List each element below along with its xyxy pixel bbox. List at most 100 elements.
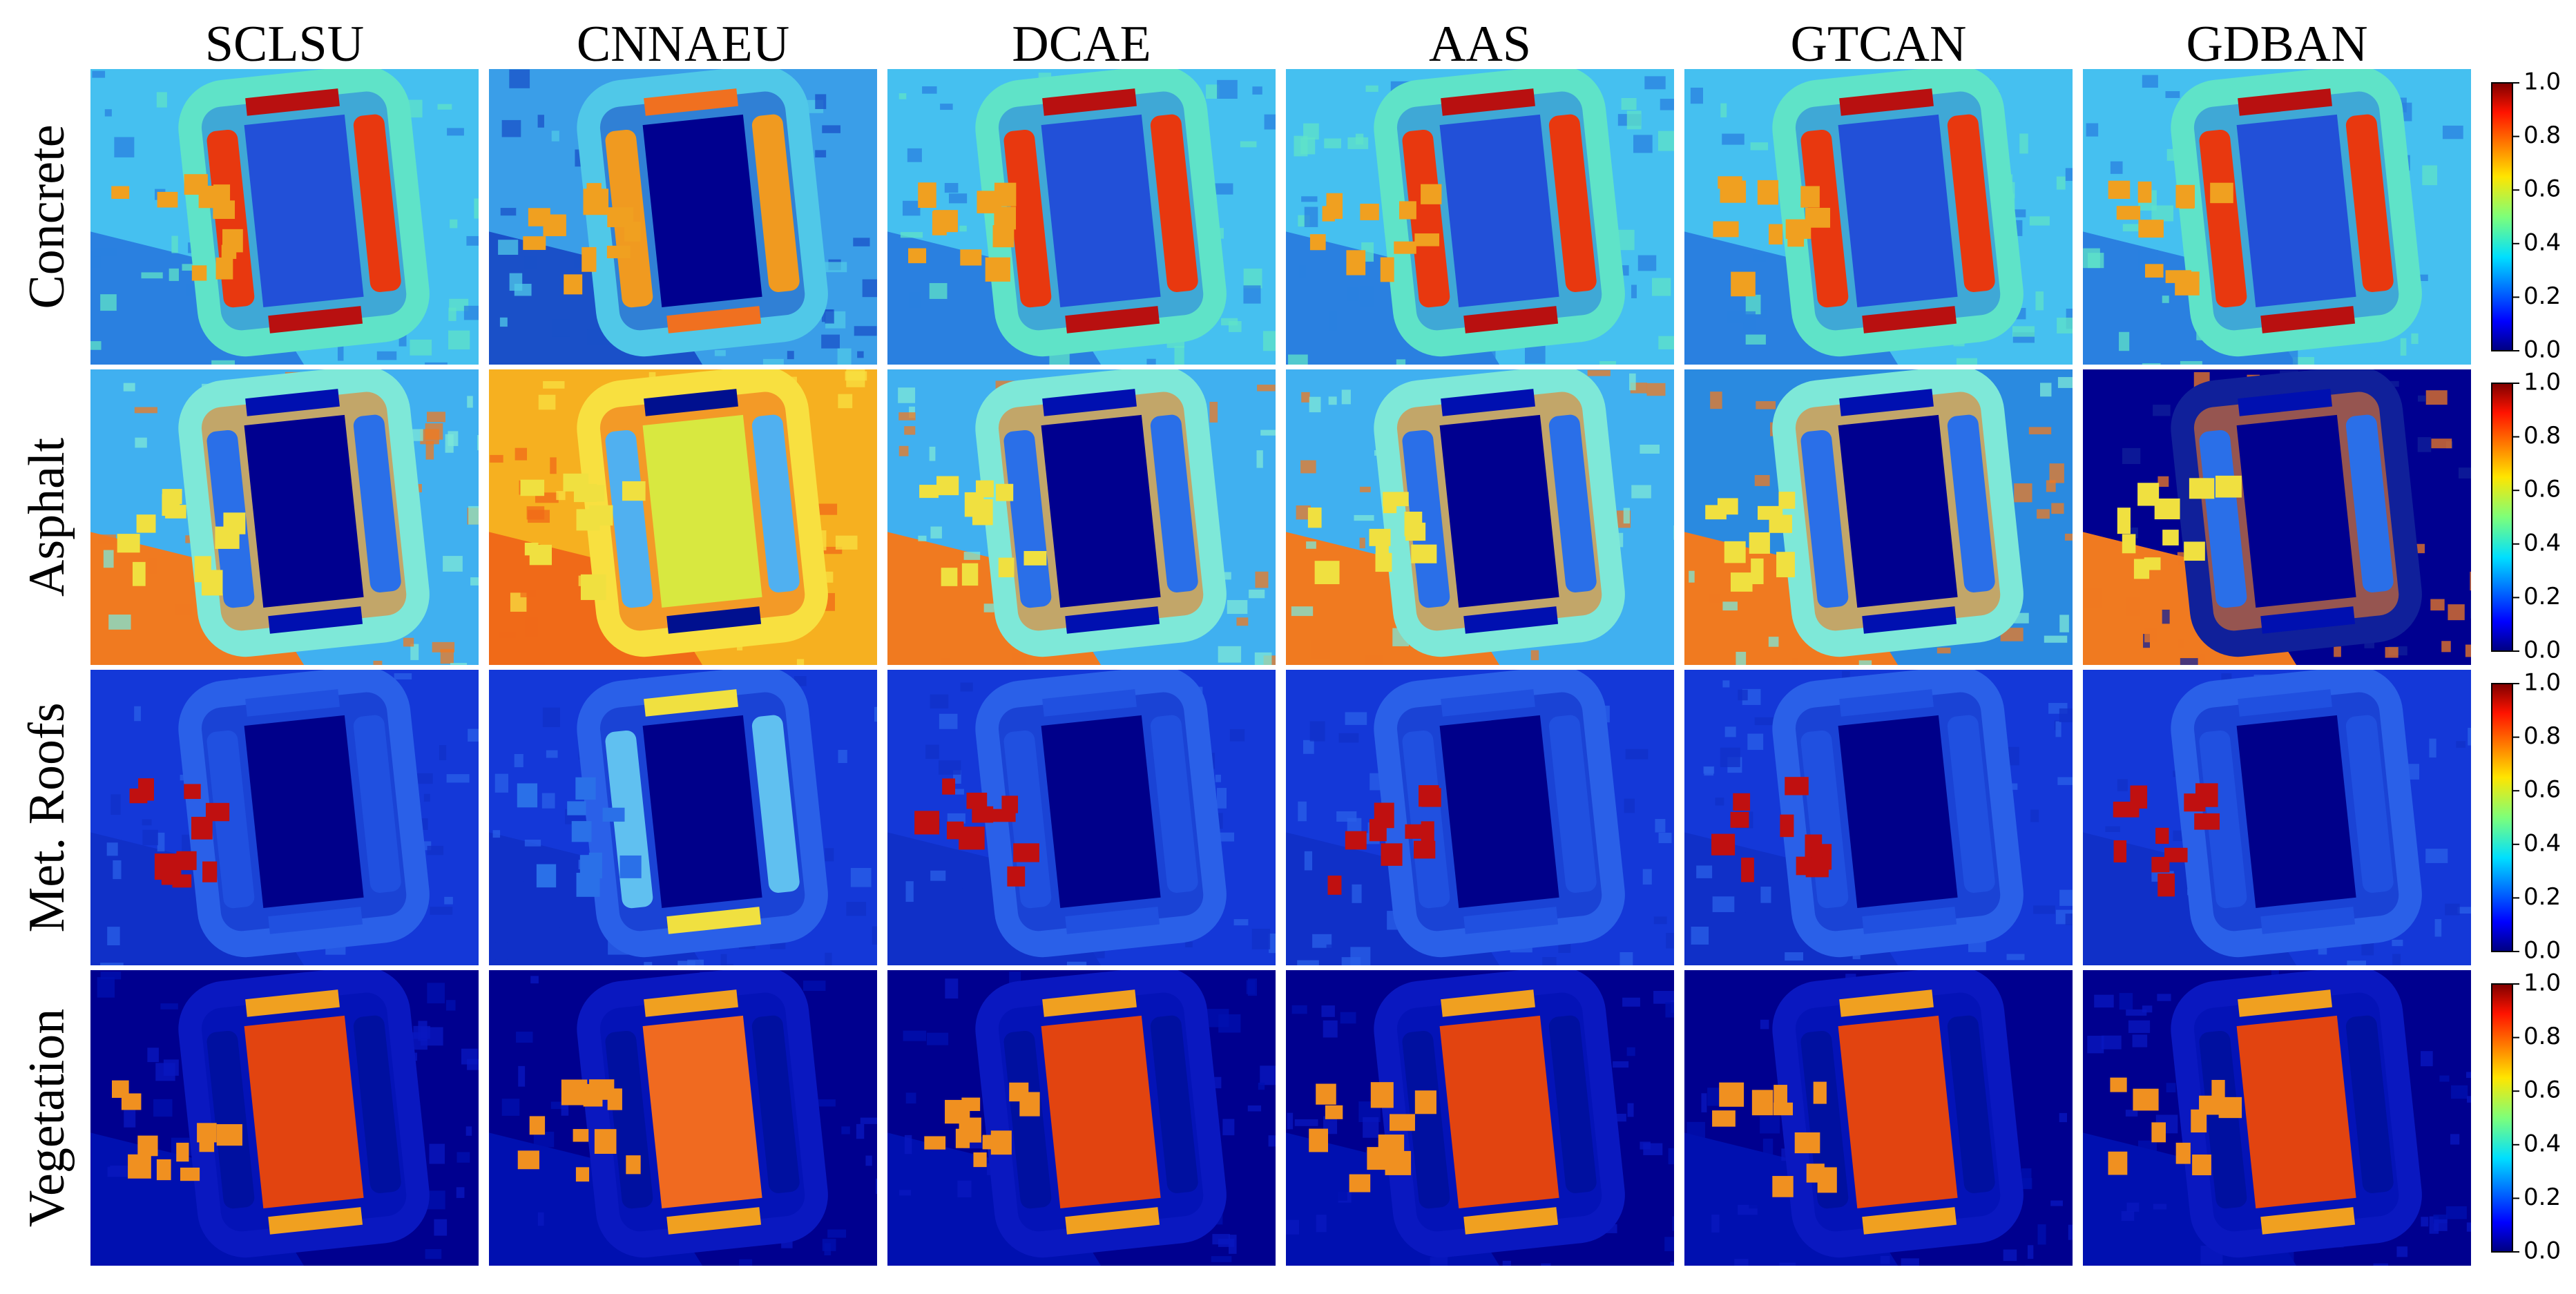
building bbox=[1724, 541, 1746, 563]
map-texture bbox=[2153, 405, 2171, 416]
stand bbox=[268, 606, 363, 634]
abundance-map bbox=[1286, 670, 1674, 965]
colorbar-tick-label: 0.4 bbox=[2524, 529, 2561, 557]
stand bbox=[1150, 414, 1198, 592]
map-texture bbox=[163, 1059, 179, 1076]
map-texture bbox=[1209, 401, 1218, 423]
building bbox=[2165, 270, 2192, 283]
building bbox=[137, 1135, 158, 1157]
building bbox=[1326, 193, 1343, 220]
building bbox=[1007, 866, 1026, 887]
map-texture bbox=[1720, 103, 1727, 117]
map-texture bbox=[1701, 1093, 1707, 1112]
map-texture bbox=[1365, 655, 1383, 665]
colorbar-tick-label: 1.0 bbox=[2524, 369, 2561, 396]
stadium bbox=[1374, 670, 1625, 958]
building bbox=[1730, 572, 1753, 592]
building bbox=[2122, 534, 2136, 554]
building bbox=[1741, 858, 1754, 882]
map-texture bbox=[2347, 960, 2367, 965]
colorbar-tick-label: 1.0 bbox=[2524, 669, 2561, 697]
building bbox=[2145, 264, 2164, 278]
field bbox=[2236, 1015, 2356, 1209]
map-texture bbox=[2090, 1169, 2108, 1176]
map-texture bbox=[2057, 317, 2073, 334]
building bbox=[960, 249, 982, 266]
building bbox=[1813, 1081, 1827, 1104]
map-texture bbox=[2005, 209, 2026, 218]
map-texture bbox=[2421, 1217, 2429, 1227]
map-texture bbox=[959, 225, 967, 232]
map-texture bbox=[2021, 1178, 2032, 1190]
map-texture bbox=[1146, 358, 1156, 365]
building bbox=[942, 778, 956, 795]
map-texture bbox=[1257, 385, 1276, 392]
map-texture bbox=[1212, 1234, 1230, 1245]
map-texture bbox=[939, 760, 961, 775]
map-texture bbox=[1328, 396, 1337, 405]
building bbox=[2108, 180, 2131, 200]
map-texture bbox=[1587, 369, 1611, 376]
map-texture bbox=[432, 641, 455, 653]
map-texture bbox=[1657, 131, 1674, 151]
map-texture bbox=[1749, 1189, 1769, 1209]
building bbox=[1404, 511, 1423, 537]
stand bbox=[1065, 606, 1160, 634]
map-texture bbox=[102, 1264, 117, 1266]
map-texture bbox=[2105, 826, 2120, 833]
map-texture bbox=[1644, 76, 1666, 90]
building bbox=[918, 182, 936, 209]
building bbox=[2162, 530, 2179, 545]
map-texture bbox=[1347, 287, 1358, 301]
column-title: SCLSU bbox=[205, 16, 364, 73]
map-texture bbox=[856, 1123, 865, 1139]
map-texture bbox=[2292, 357, 2315, 365]
map-texture bbox=[902, 200, 921, 216]
building bbox=[1380, 257, 1394, 282]
abundance-map bbox=[887, 369, 1276, 665]
abundance-map bbox=[489, 69, 877, 365]
building bbox=[964, 492, 984, 517]
stand bbox=[1150, 1015, 1198, 1193]
stadium bbox=[1374, 970, 1625, 1258]
building bbox=[2108, 1151, 2128, 1175]
map-texture bbox=[2126, 1009, 2147, 1016]
map-texture bbox=[561, 1097, 569, 1116]
stand bbox=[2238, 88, 2332, 116]
building bbox=[1711, 833, 1736, 856]
map-texture bbox=[1221, 318, 1238, 326]
map-texture bbox=[2035, 291, 2044, 311]
map-texture bbox=[1403, 950, 1413, 965]
colorbar-tick-label: 0.2 bbox=[2524, 583, 2561, 610]
building bbox=[580, 574, 606, 600]
stand bbox=[1042, 88, 1137, 116]
map-texture bbox=[787, 351, 794, 360]
building bbox=[1421, 184, 1442, 204]
building bbox=[602, 807, 625, 822]
building bbox=[1398, 201, 1416, 220]
map-texture bbox=[960, 682, 973, 692]
building bbox=[961, 563, 979, 586]
map-texture bbox=[1240, 141, 1257, 148]
stand bbox=[1402, 1030, 1450, 1209]
map-texture bbox=[1652, 278, 1671, 296]
map-texture bbox=[1066, 961, 1087, 965]
stand bbox=[666, 306, 762, 334]
map-texture bbox=[1623, 508, 1630, 524]
map-texture bbox=[500, 909, 515, 925]
building bbox=[132, 561, 146, 586]
building bbox=[1751, 1090, 1774, 1116]
map-texture bbox=[1901, 1258, 1919, 1266]
map-texture bbox=[100, 294, 117, 311]
map-texture bbox=[514, 753, 523, 768]
field bbox=[244, 414, 364, 608]
building bbox=[589, 505, 613, 526]
map-texture bbox=[2466, 1072, 2471, 1079]
map-texture bbox=[2111, 541, 2119, 548]
map-texture bbox=[2334, 646, 2341, 657]
stand bbox=[1003, 730, 1052, 909]
stadium bbox=[1374, 369, 1625, 657]
stand bbox=[1862, 606, 1957, 634]
map-texture bbox=[582, 908, 595, 925]
map-texture bbox=[495, 943, 508, 960]
